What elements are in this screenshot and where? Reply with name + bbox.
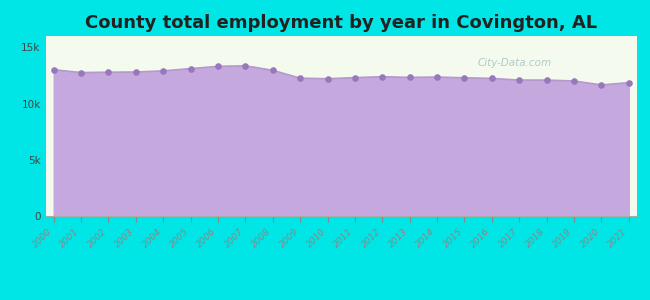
- Point: [541, 78, 552, 82]
- Point: [158, 68, 168, 73]
- Point: [377, 74, 387, 79]
- Point: [76, 70, 86, 75]
- Point: [131, 70, 141, 74]
- Point: [103, 70, 114, 75]
- Point: [240, 63, 251, 68]
- Point: [623, 80, 634, 85]
- Point: [432, 75, 442, 80]
- Point: [322, 76, 333, 81]
- Point: [487, 76, 497, 81]
- Point: [185, 66, 196, 71]
- Text: City-Data.com: City-Data.com: [477, 58, 551, 68]
- Point: [213, 64, 223, 69]
- Point: [514, 78, 525, 82]
- Point: [49, 67, 59, 72]
- Point: [295, 76, 306, 81]
- Point: [569, 79, 579, 83]
- Title: County total employment by year in Covington, AL: County total employment by year in Covin…: [85, 14, 597, 32]
- Point: [268, 68, 278, 73]
- Point: [404, 75, 415, 80]
- Point: [460, 75, 470, 80]
- Point: [350, 75, 360, 80]
- Point: [596, 82, 606, 87]
